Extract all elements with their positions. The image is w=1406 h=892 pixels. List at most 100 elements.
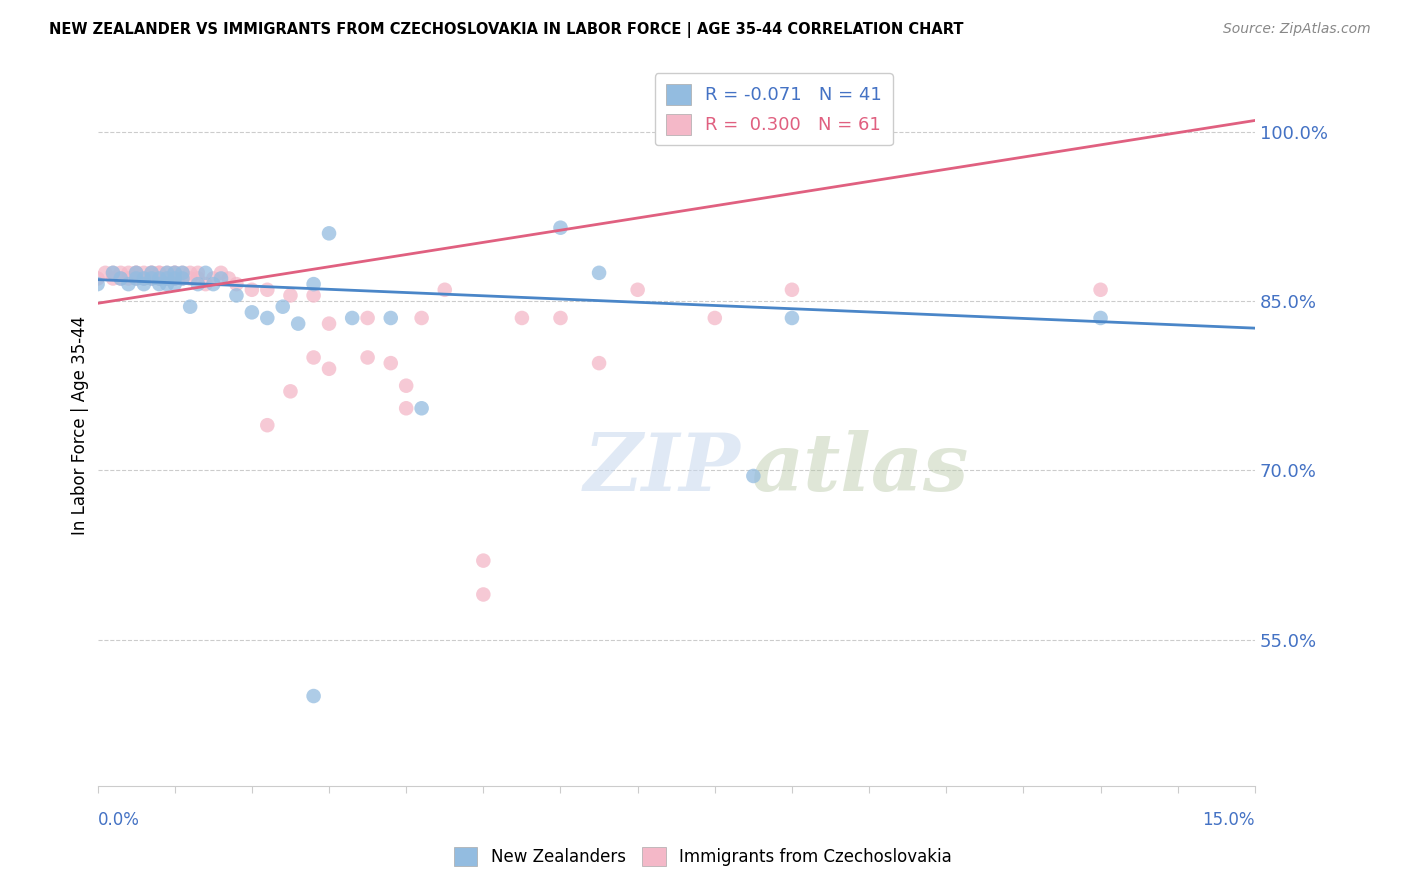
Point (132, 266, 155, 280)
Point (356, 310, 378, 325)
Point (187, 277, 209, 292)
Point (302, 689, 325, 703)
Point (280, 288, 302, 302)
Text: Source: ZipAtlas.com: Source: ZipAtlas.com (1223, 22, 1371, 37)
Point (141, 271, 163, 285)
Point (86, 271, 108, 285)
Point (101, 266, 124, 280)
Point (194, 277, 217, 292)
Point (627, 283, 650, 297)
Point (132, 271, 155, 285)
Point (125, 266, 148, 280)
Point (156, 266, 179, 280)
Legend: New Zealanders, Immigrants from Czechoslovakia: New Zealanders, Immigrants from Czechosl… (447, 840, 959, 873)
Point (240, 283, 263, 297)
Point (256, 310, 278, 325)
Point (141, 266, 163, 280)
Point (125, 266, 148, 280)
Point (395, 401, 418, 416)
Point (318, 227, 340, 241)
Point (187, 271, 209, 285)
Point (209, 266, 232, 280)
Point (588, 356, 610, 370)
Point (411, 310, 433, 325)
Point (287, 317, 309, 331)
Point (318, 361, 340, 376)
Point (780, 310, 803, 325)
Point (172, 266, 194, 280)
Point (187, 266, 209, 280)
Point (395, 378, 418, 392)
Point (302, 288, 325, 302)
Point (179, 300, 201, 314)
Point (550, 220, 572, 235)
Point (110, 266, 132, 280)
Point (380, 356, 402, 370)
Point (148, 271, 170, 285)
Point (202, 271, 225, 285)
Point (256, 283, 278, 297)
Point (340, 310, 363, 325)
Point (240, 305, 263, 319)
Point (141, 266, 163, 280)
Point (302, 277, 325, 292)
Point (1090, 310, 1112, 325)
Text: ZIP: ZIP (583, 430, 741, 508)
Point (132, 277, 155, 292)
Point (858, 125, 880, 139)
Point (163, 277, 186, 292)
Point (132, 271, 155, 285)
Point (163, 266, 186, 280)
Point (703, 310, 725, 325)
Point (101, 271, 124, 285)
Text: 15.0%: 15.0% (1202, 811, 1256, 830)
Point (94, 266, 117, 280)
Point (780, 283, 803, 297)
Point (148, 266, 170, 280)
Point (202, 277, 225, 292)
Point (318, 317, 340, 331)
Point (101, 266, 124, 280)
Point (411, 401, 433, 416)
Point (179, 266, 201, 280)
Text: 0.0%: 0.0% (97, 811, 139, 830)
Point (156, 277, 179, 292)
Point (125, 271, 148, 285)
Point (117, 277, 139, 292)
Point (141, 271, 163, 285)
Point (117, 271, 139, 285)
Point (225, 277, 247, 292)
Point (156, 271, 179, 285)
Point (179, 271, 201, 285)
Point (380, 310, 402, 325)
Point (218, 271, 240, 285)
Point (141, 266, 163, 280)
Point (148, 271, 170, 285)
Point (148, 277, 170, 292)
Point (742, 469, 765, 483)
Point (125, 271, 148, 285)
Point (110, 271, 132, 285)
Point (1090, 283, 1112, 297)
Point (117, 266, 139, 280)
Point (209, 271, 232, 285)
Point (163, 271, 186, 285)
Point (280, 384, 302, 399)
Point (172, 271, 194, 285)
Point (356, 351, 378, 365)
Point (433, 283, 456, 297)
Text: atlas: atlas (751, 430, 969, 508)
Legend: R = -0.071   N = 41, R =  0.300   N = 61: R = -0.071 N = 41, R = 0.300 N = 61 (655, 73, 893, 145)
Point (86, 277, 108, 292)
Point (588, 266, 610, 280)
Y-axis label: In Labor Force | Age 35-44: In Labor Force | Age 35-44 (72, 316, 89, 535)
Point (156, 266, 179, 280)
Point (172, 271, 194, 285)
Point (472, 553, 495, 567)
Point (125, 266, 148, 280)
Point (302, 351, 325, 365)
Point (110, 271, 132, 285)
Point (156, 271, 179, 285)
Point (163, 266, 186, 280)
Point (550, 310, 572, 325)
